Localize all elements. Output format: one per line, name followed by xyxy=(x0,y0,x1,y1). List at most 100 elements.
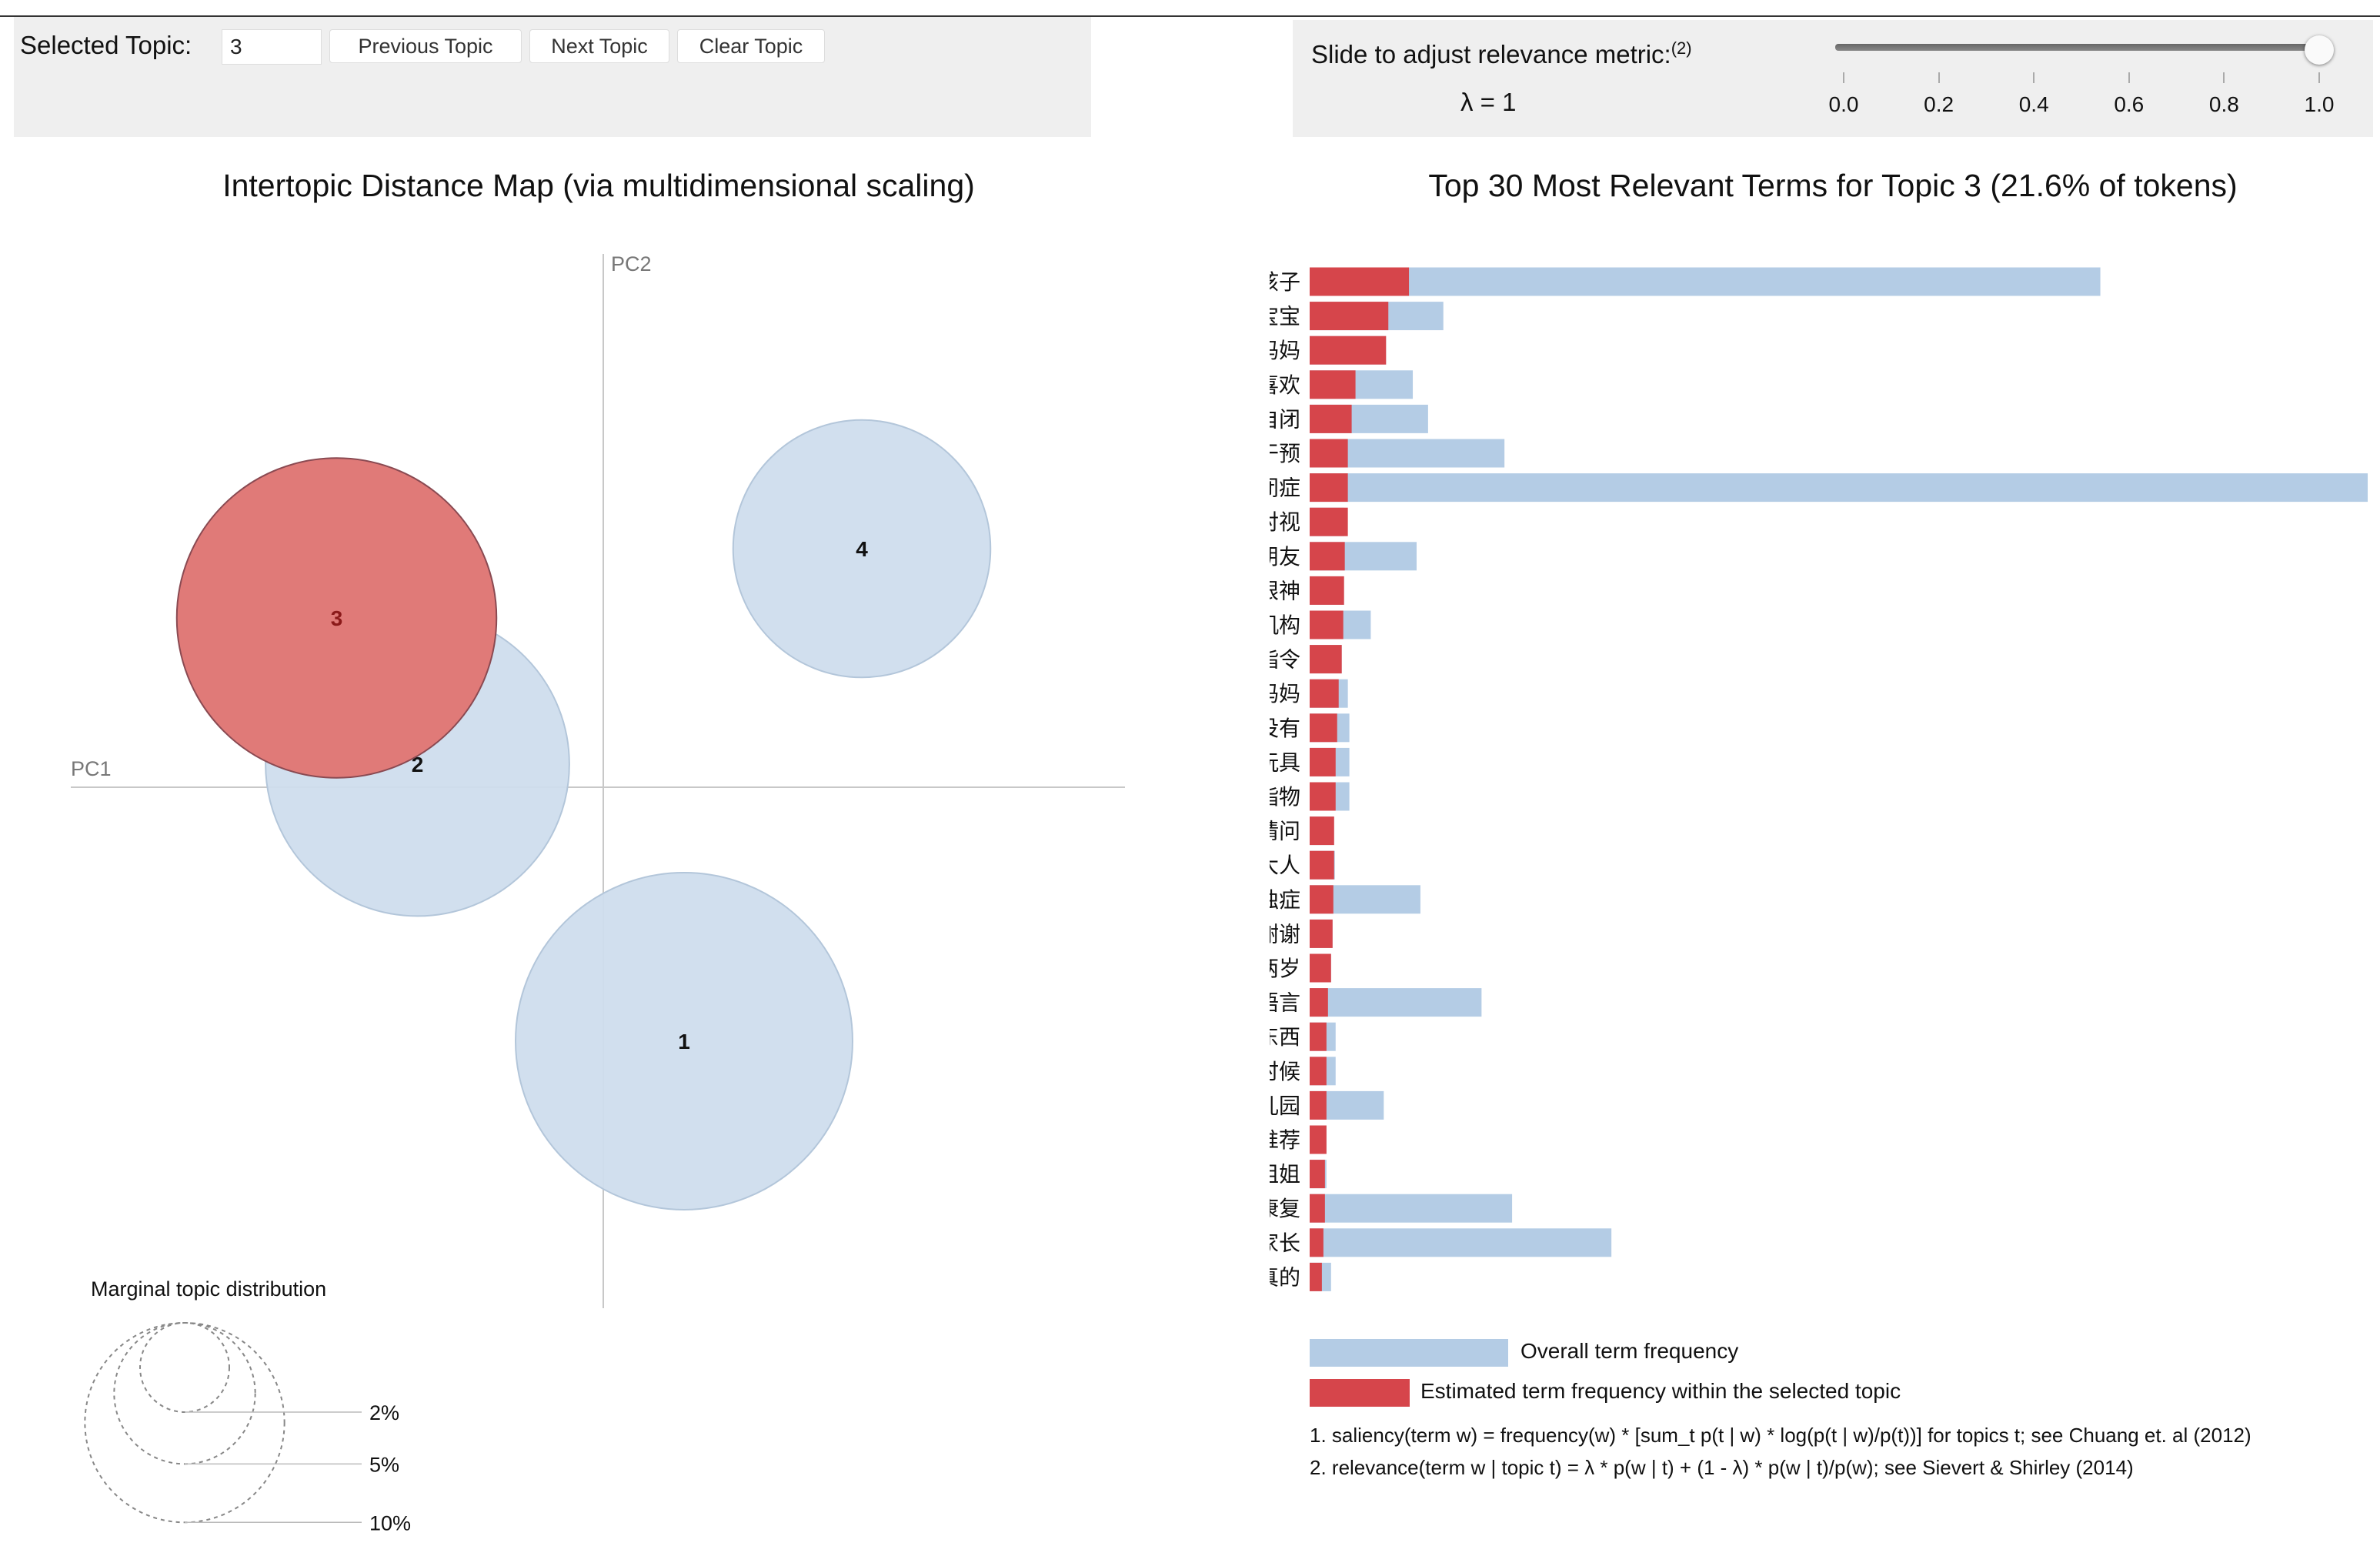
topic-label-4[interactable]: 4 xyxy=(856,537,868,561)
topic-frequency-bar[interactable] xyxy=(1310,267,1410,296)
term-label[interactable]: 姐姐 xyxy=(1270,1163,1300,1187)
topic-frequency-bar[interactable] xyxy=(1310,645,1342,674)
slider-label: Slide to adjust relevance metric:(2) xyxy=(1311,38,1692,69)
term-label[interactable]: 指令 xyxy=(1270,648,1300,672)
term-label[interactable]: 指物 xyxy=(1270,785,1300,809)
overall-frequency-bar[interactable] xyxy=(1310,1194,1513,1223)
pc1-axis-label: PC1 xyxy=(71,757,112,780)
term-label[interactable]: 玩具 xyxy=(1270,750,1300,774)
topic-label-3[interactable]: 3 xyxy=(331,606,343,630)
term-label[interactable]: 机构 xyxy=(1270,613,1300,637)
relevance-slider-knob[interactable] xyxy=(2305,35,2334,65)
previous-topic-button[interactable]: Previous Topic xyxy=(329,29,522,63)
footnote-relevance: 2. relevance(term w | topic t) = λ * p(w… xyxy=(1310,1456,2134,1479)
topic-frequency-bar[interactable] xyxy=(1310,473,1348,503)
slider-tick xyxy=(1938,72,1940,83)
topic-frequency-bar[interactable] xyxy=(1310,1194,1325,1223)
term-label[interactable]: 妈妈 xyxy=(1270,339,1300,362)
topic-circle-1[interactable] xyxy=(515,872,853,1210)
overall-frequency-bar[interactable] xyxy=(1310,1228,1612,1257)
topic-frequency-bar[interactable] xyxy=(1310,747,1336,776)
term-label[interactable]: 两岁 xyxy=(1270,957,1300,980)
topic-frequency-bar[interactable] xyxy=(1310,404,1352,433)
overall-frequency-bar[interactable] xyxy=(1310,988,1482,1017)
topic-frequency-bar[interactable] xyxy=(1310,439,1348,468)
topic-frequency-bar[interactable] xyxy=(1310,782,1336,811)
marginal-label: 2% xyxy=(369,1401,399,1424)
pc1-axis-line xyxy=(71,786,1125,788)
topic-frequency-bar[interactable] xyxy=(1310,1262,1322,1291)
clear-topic-button[interactable]: Clear Topic xyxy=(677,29,825,63)
topic-circle-4[interactable] xyxy=(732,419,992,679)
term-label[interactable]: 语言 xyxy=(1270,991,1300,1015)
pc2-axis-label: PC2 xyxy=(611,252,652,275)
topic-frequency-bar[interactable] xyxy=(1310,1125,1327,1154)
term-label[interactable]: 干预 xyxy=(1270,442,1300,466)
top-terms-bar-chart: 孩子宝宝妈妈喜欢自闭干预自闭症对视小朋友眼神机构指令爸爸妈妈有没有玩具指物请问大… xyxy=(1270,267,2368,1291)
term-label[interactable]: 幼儿园 xyxy=(1270,1094,1300,1117)
topic-label-1[interactable]: 1 xyxy=(678,1030,690,1053)
topic-frequency-bar[interactable] xyxy=(1310,507,1348,536)
term-label[interactable]: 大人 xyxy=(1270,853,1300,877)
map-left-edge xyxy=(0,231,14,693)
topic-frequency-bar[interactable] xyxy=(1310,610,1344,639)
term-label[interactable]: 真的 xyxy=(1270,1265,1300,1289)
topic-circle-3[interactable] xyxy=(175,457,498,779)
term-label[interactable]: 对视 xyxy=(1270,510,1300,534)
term-label[interactable]: 有没有 xyxy=(1270,716,1300,740)
topic-frequency-bar[interactable] xyxy=(1310,370,1356,399)
topic-frequency-bar[interactable] xyxy=(1310,713,1337,743)
legend-topic-label: Estimated term frequency within the sele… xyxy=(1420,1379,1901,1403)
term-label[interactable]: 谢谢 xyxy=(1270,922,1300,946)
topic-frequency-bar[interactable] xyxy=(1310,542,1345,571)
topic-frequency-bar[interactable] xyxy=(1310,885,1334,914)
topic-control-panel: Selected Topic: Previous Topic Next Topi… xyxy=(14,17,1091,137)
topic-frequency-bar[interactable] xyxy=(1310,576,1344,605)
term-label[interactable]: 康复 xyxy=(1270,1197,1300,1220)
overall-frequency-bar[interactable] xyxy=(1310,473,2368,503)
slider-footnote: (2) xyxy=(1671,38,1692,58)
selected-topic-input[interactable] xyxy=(222,29,322,65)
slider-tick-label: 0.6 xyxy=(2114,92,2145,116)
term-label[interactable]: 爸爸妈妈 xyxy=(1270,682,1300,706)
term-label[interactable]: 推荐 xyxy=(1270,1128,1300,1152)
lambda-value: λ = 1 xyxy=(1460,88,1517,116)
topic-frequency-bar[interactable] xyxy=(1310,1090,1327,1120)
top-terms-title: Top 30 Most Relevant Terms for Topic 3 (… xyxy=(1428,168,2238,203)
topic-frequency-bar[interactable] xyxy=(1310,816,1334,846)
overall-frequency-bar[interactable] xyxy=(1310,267,2101,296)
term-label[interactable]: 东西 xyxy=(1270,1025,1300,1049)
topic-frequency-bar[interactable] xyxy=(1310,988,1328,1017)
term-label[interactable]: 自闭症 xyxy=(1270,476,1300,500)
term-label[interactable]: 孩子 xyxy=(1270,270,1300,294)
term-label[interactable]: 孤独症 xyxy=(1270,888,1300,912)
topic-frequency-bar[interactable] xyxy=(1310,1022,1327,1051)
term-label[interactable]: 自闭 xyxy=(1270,407,1300,431)
topic-frequency-bar[interactable] xyxy=(1310,919,1333,948)
marginal-distribution-title: Marginal topic distribution xyxy=(91,1277,327,1301)
selected-topic-label: Selected Topic: xyxy=(20,31,192,59)
term-label[interactable]: 喜欢 xyxy=(1270,373,1300,397)
legend-overall-swatch xyxy=(1310,1339,1508,1367)
term-label[interactable]: 家长 xyxy=(1270,1231,1300,1255)
term-label[interactable]: 眼神 xyxy=(1270,579,1300,603)
next-topic-button[interactable]: Next Topic xyxy=(529,29,669,63)
term-label[interactable]: 宝宝 xyxy=(1270,305,1300,329)
legend-topic-swatch xyxy=(1310,1379,1410,1407)
slider-tick-label: 0.8 xyxy=(2208,92,2239,116)
topic-frequency-bar[interactable] xyxy=(1310,679,1339,708)
relevance-slider-track[interactable] xyxy=(1835,44,2312,51)
term-label[interactable]: 有时候 xyxy=(1270,1060,1300,1084)
slider-tick-label: 0.4 xyxy=(2018,92,2049,116)
topic-frequency-bar[interactable] xyxy=(1310,336,1387,365)
term-label[interactable]: 请问 xyxy=(1270,820,1300,843)
topic-frequency-bar[interactable] xyxy=(1310,1160,1325,1189)
topic-frequency-bar[interactable] xyxy=(1310,850,1334,880)
topic-frequency-bar[interactable] xyxy=(1310,1228,1324,1257)
topic-frequency-bar[interactable] xyxy=(1310,1057,1327,1086)
topic-label-2[interactable]: 2 xyxy=(412,753,424,776)
topic-frequency-bar[interactable] xyxy=(1310,953,1331,983)
topic-frequency-bar[interactable] xyxy=(1310,302,1389,331)
marginal-circle xyxy=(139,1322,230,1413)
term-label[interactable]: 小朋友 xyxy=(1270,545,1300,569)
